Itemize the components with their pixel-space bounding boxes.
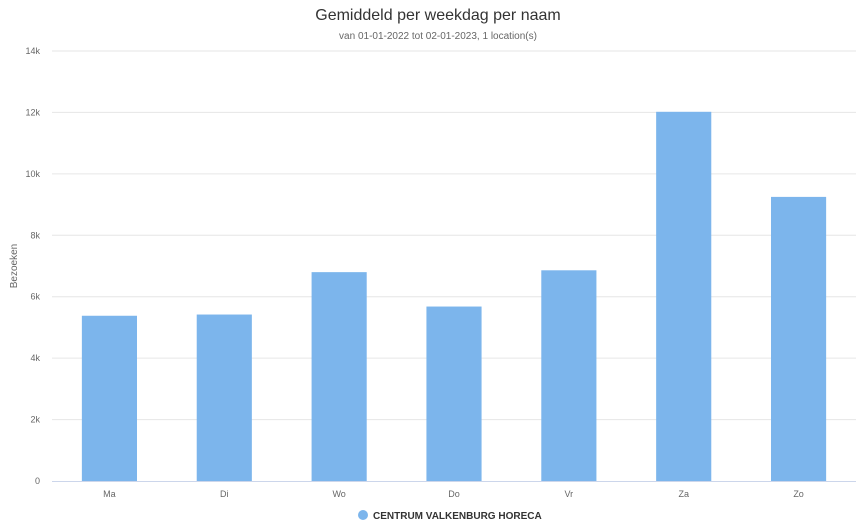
x-tick-label: Di	[220, 489, 229, 499]
x-tick-label: Zo	[793, 489, 804, 499]
legend[interactable]: CENTRUM VALKENBURG HORECA	[358, 510, 542, 522]
y-tick-label: 14k	[25, 46, 40, 56]
bar-za[interactable]	[656, 111, 712, 482]
y-tick-label: 8k	[30, 230, 40, 240]
bar-ma[interactable]	[81, 315, 137, 481]
x-tick-label: Wo	[332, 489, 345, 499]
y-tick-label: 4k	[30, 353, 40, 363]
x-tick-label: Vr	[565, 489, 574, 499]
bar-wo[interactable]	[311, 272, 367, 481]
legend-marker[interactable]	[358, 510, 368, 520]
y-tick-label: 6k	[30, 292, 40, 302]
chart-title: Gemiddeld per weekdag per naam	[315, 7, 560, 24]
x-axis-ticks: Ma Di Wo Do Vr Za Zo	[103, 489, 804, 499]
bars	[81, 111, 827, 482]
legend-label[interactable]: CENTRUM VALKENBURG HORECA	[373, 511, 542, 522]
x-tick-label: Do	[448, 489, 460, 499]
grid-lines	[52, 50, 856, 421]
y-tick-label: 0	[35, 476, 40, 486]
bar-do[interactable]	[426, 306, 482, 481]
chart-subtitle: van 01-01-2022 tot 02-01-2023, 1 locatio…	[339, 31, 537, 42]
y-axis-ticks: 0 2k 4k 6k 8k 10k 12k 14k	[25, 46, 40, 486]
bar-zo[interactable]	[771, 196, 827, 481]
bar-di[interactable]	[196, 314, 252, 481]
y-tick-label: 2k	[30, 415, 40, 425]
y-tick-label: 12k	[25, 107, 40, 117]
y-axis-title: Bezoeken	[9, 244, 20, 288]
x-tick-label: Ma	[103, 489, 116, 499]
x-tick-label: Za	[678, 489, 689, 499]
y-tick-label: 10k	[25, 169, 40, 179]
bar-vr[interactable]	[541, 270, 597, 481]
